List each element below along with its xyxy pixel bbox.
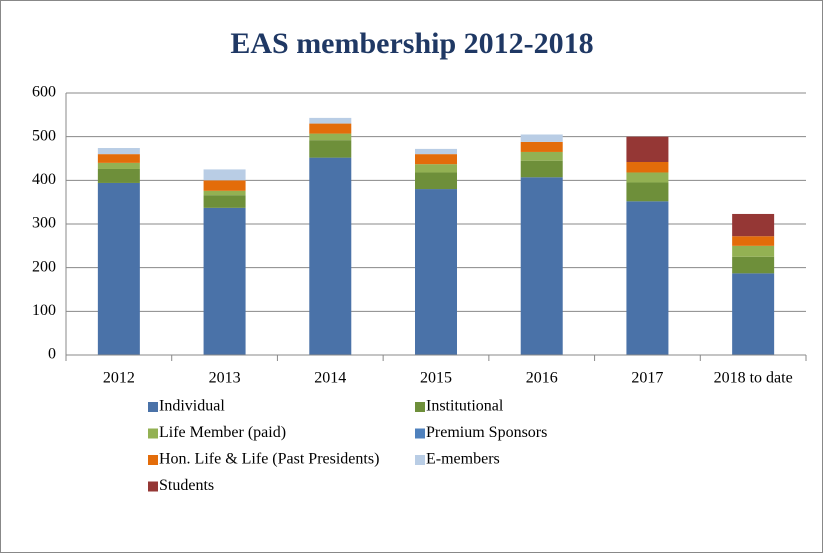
y-tick-label: 300 [32, 215, 56, 232]
bar-segment [415, 164, 457, 173]
y-tick-label: 500 [32, 127, 56, 144]
bar-segment [203, 195, 246, 208]
bar-segment [415, 189, 457, 355]
bar-segment [626, 161, 669, 173]
bar-segment [415, 172, 457, 190]
x-tick-label: 2018 to date [714, 370, 793, 387]
bar-segment [97, 162, 140, 169]
bar-segment [309, 157, 352, 355]
legend-swatch [148, 455, 158, 465]
legend-label: Students [159, 477, 214, 494]
bar-segment [309, 140, 352, 158]
bar-segment [626, 182, 669, 202]
bar-segment [97, 168, 140, 183]
bar-segment [520, 134, 563, 142]
bar-segment [97, 182, 140, 355]
y-tick-label: 400 [32, 171, 56, 188]
bar-segment [309, 117, 352, 124]
legend-label: Institutional [426, 398, 504, 415]
legend-swatch [415, 455, 425, 465]
bar-segment [203, 190, 246, 196]
bar-segment [203, 180, 246, 191]
legend-label: Hon. Life & Life (Past Presidents) [159, 451, 379, 468]
legend-swatch [415, 428, 425, 439]
bar-segment [415, 154, 457, 165]
legend-swatch [415, 402, 425, 412]
bar-segment [520, 177, 563, 355]
bar-segment [415, 148, 457, 155]
x-tick-label: 2014 [314, 370, 346, 387]
bar-segment [309, 123, 352, 134]
legend-label: Life Member (paid) [159, 424, 286, 441]
y-tick-label: 0 [48, 346, 56, 363]
x-tick-label: 2013 [209, 370, 241, 387]
x-tick-label: 2015 [420, 370, 452, 387]
bar-segment [732, 256, 775, 274]
legend-label: E-members [426, 451, 500, 468]
bar-segment [732, 213, 775, 237]
legend-label: Individual [159, 398, 225, 415]
legend-swatch [148, 481, 158, 492]
bar-segment [97, 148, 140, 155]
bar-segment [520, 151, 563, 161]
x-tick-label: 2012 [103, 370, 135, 387]
chart-title: EAS membership 2012-2018 [230, 27, 593, 60]
legend-swatch [148, 428, 158, 439]
y-tick-label: 200 [32, 258, 56, 275]
bar-segment [626, 172, 669, 183]
bar-segment [520, 141, 563, 152]
x-tick-label: 2017 [631, 370, 663, 387]
bar-segment [626, 201, 669, 355]
bar-segment [520, 160, 563, 178]
bar-segment [97, 154, 140, 163]
bar-segment [626, 136, 669, 162]
legend-swatch [148, 402, 158, 412]
bar-segment [732, 245, 775, 257]
bar-segment [203, 169, 246, 181]
bar-segment [732, 273, 775, 355]
y-tick-label: 100 [32, 302, 56, 319]
bar-segment [203, 207, 246, 355]
bar-segment [309, 133, 352, 141]
y-tick-label: 600 [32, 84, 56, 101]
bar-segment [732, 236, 775, 246]
legend-label: Premium Sponsors [426, 424, 547, 441]
x-tick-label: 2016 [526, 370, 558, 387]
